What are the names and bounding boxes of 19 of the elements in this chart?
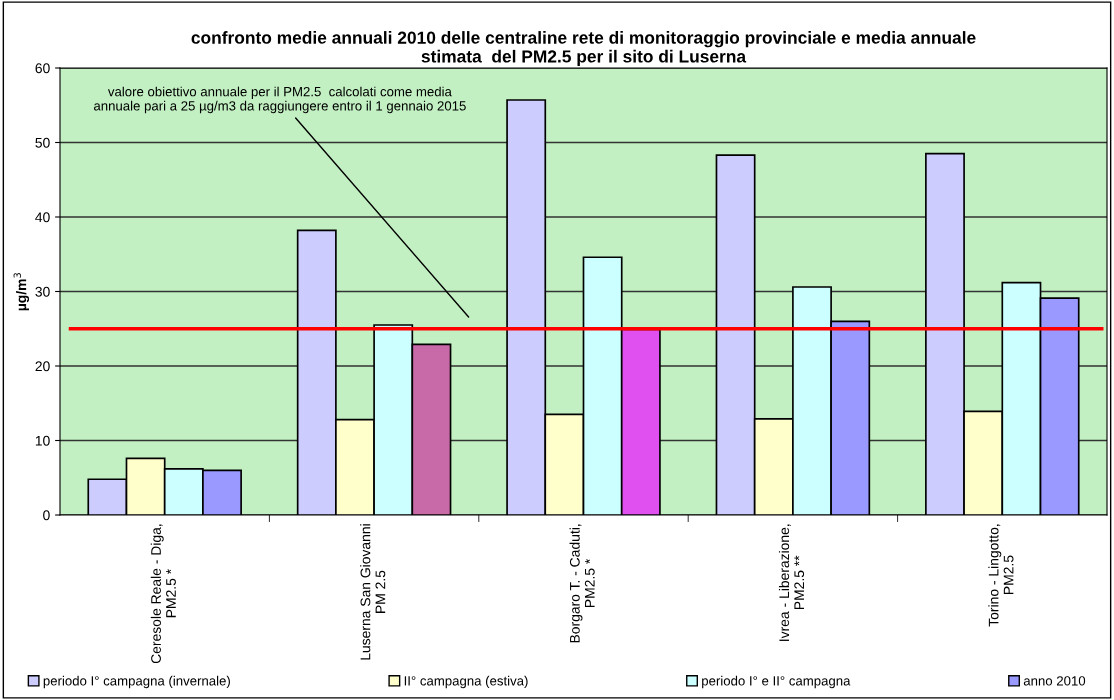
- legend-label: anno 2010: [1023, 676, 1086, 686]
- y-tick-label: 20: [35, 361, 50, 372]
- y-tick-label: 0: [43, 510, 50, 521]
- y-tick-label: 40: [35, 212, 50, 223]
- legend-label: II° campagna (estiva): [404, 675, 528, 689]
- y-tick-label: 10: [35, 435, 50, 446]
- y-tick-label: 30: [35, 286, 50, 297]
- y-tick-label: 50: [35, 137, 50, 148]
- x-tick-label: Torino - Lingotto, PM2.5: [988, 524, 1014, 627]
- x-tick-label: Ceresole Reale - Diga, PM2.5 *: [150, 524, 176, 664]
- legend-label: periodo I° campagna (invernale): [43, 675, 230, 689]
- chart-title: confronto medie annuali 2010 delle centraline rete di monitoraggio provinciale e media annuale stimata del PM2.5 per il sito di Luserna: [191, 31, 976, 67]
- legend-label: periodo I° e II° campagna: [702, 675, 851, 689]
- x-tick-label: Ivrea - Liberazione, PM2.5 **: [778, 524, 805, 641]
- x-tick-label: Borgaro T. - Caduti, PM2.5 *: [569, 524, 595, 643]
- y-tick-label: 60: [35, 63, 50, 74]
- annotation: valore obiettivo annuale per il PM2.5 calcolati come media annuale pari a 25 µg/m3 da raggiungere entro il 1 gennaio 2015: [93, 86, 466, 114]
- y-axis-title: µg/m$^{3}$: [13, 272, 30, 311]
- x-tick-label: Luserna San Giovanni PM 2.5: [360, 524, 386, 660]
